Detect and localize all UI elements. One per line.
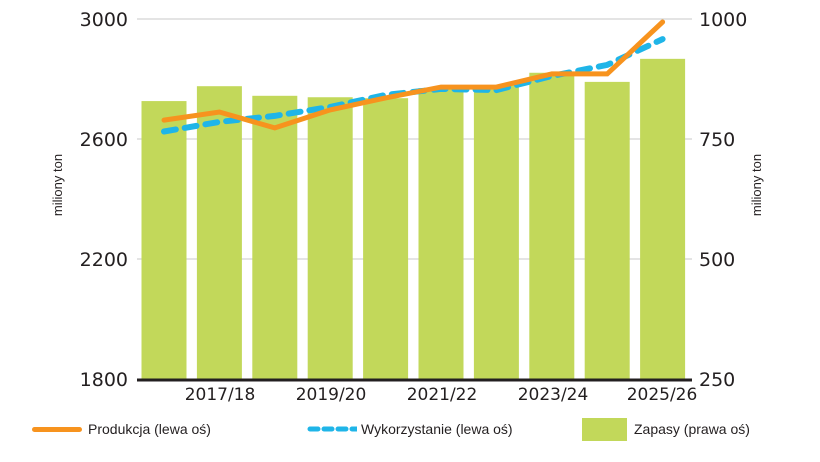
- x-tick: 2023/24: [518, 385, 589, 405]
- stocks-bar: [252, 95, 298, 380]
- x-axis-labels: 2017/18 2019/20 2021/22 2023/24 2025/26: [185, 385, 698, 405]
- x-tick: 2025/26: [627, 385, 698, 405]
- right-tick: 250: [699, 369, 735, 391]
- right-tick: 1000: [699, 9, 747, 31]
- legend-label: Produkcja (lewa oś): [88, 421, 211, 437]
- stocks-bar: [584, 81, 630, 379]
- stocks-bar: [529, 72, 575, 379]
- x-tick: 2017/18: [185, 385, 256, 405]
- stocks-bar: [363, 98, 409, 379]
- left-tick: 1800: [80, 369, 128, 391]
- right-tick: 750: [699, 129, 735, 151]
- series-lines: [161, 19, 666, 135]
- stocks-bar: [418, 88, 464, 380]
- legend-item-production: Produkcja (lewa oś): [32, 414, 211, 444]
- left-tick: 2600: [80, 129, 128, 151]
- stocks-bar: [141, 101, 187, 379]
- left-tick: 3000: [80, 9, 128, 31]
- right-axis: 1000 750 500 250 miliony ton: [699, 9, 764, 391]
- left-tick: 2200: [80, 249, 128, 271]
- legend-label: Wykorzystanie (lewa oś): [361, 421, 513, 437]
- legend: Produkcja (lewa oś) Wykorzystanie (lewa …: [0, 414, 820, 444]
- production-line: [161, 19, 666, 131]
- stocks-bars: [141, 58, 686, 380]
- stocks-bar: [307, 97, 353, 380]
- x-tick: 2021/22: [407, 385, 478, 405]
- left-axis-title: miliony ton: [50, 154, 65, 216]
- stocks-bar: [196, 86, 242, 379]
- bar-swatch-icon: [582, 417, 627, 441]
- right-axis-title: miliony ton: [749, 154, 764, 216]
- stocks-bar: [640, 58, 686, 380]
- solid-line-swatch-icon: [32, 426, 82, 432]
- x-tick: 2019/20: [296, 385, 367, 405]
- right-tick: 500: [699, 249, 735, 271]
- stocks-bar: [473, 85, 519, 380]
- legend-item-stocks: Zapasy (prawa oś): [582, 414, 750, 444]
- legend-item-consumption: Wykorzystanie (lewa oś): [307, 414, 513, 444]
- dashed-line-swatch-icon: [307, 426, 357, 432]
- left-axis: 3000 2600 2200 1800 miliony ton: [50, 9, 128, 391]
- combo-chart: 3000 2600 2200 1800 miliony ton 1000 750…: [50, 9, 764, 405]
- legend-label: Zapasy (prawa oś): [634, 421, 750, 437]
